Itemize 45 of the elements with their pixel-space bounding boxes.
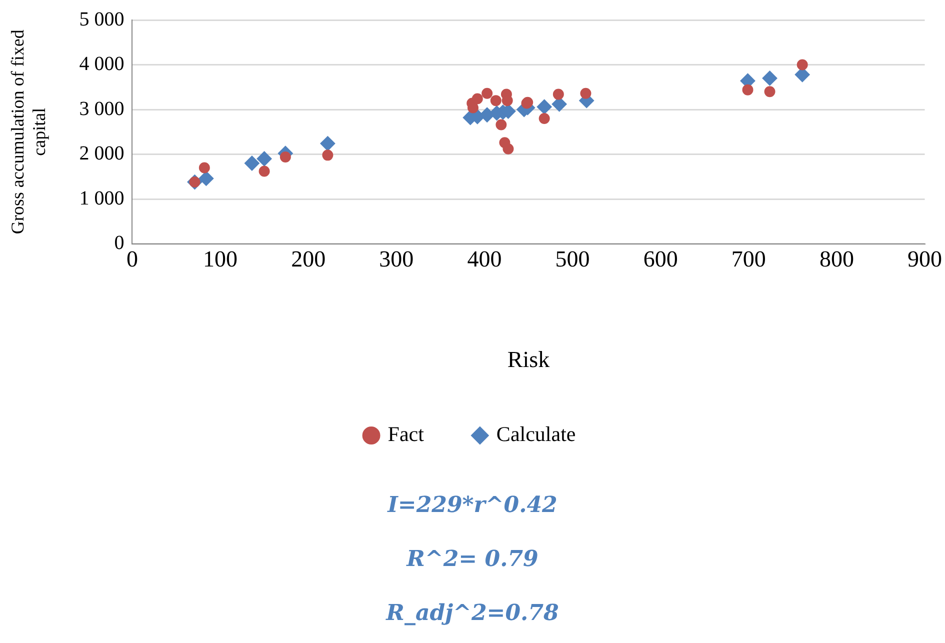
point	[258, 166, 270, 177]
y-tick-label: 4 000	[79, 53, 124, 76]
point	[552, 96, 567, 112]
point	[502, 95, 513, 106]
point	[538, 112, 550, 124]
x-tick-label: 700	[731, 246, 766, 272]
point	[742, 84, 754, 96]
point	[322, 150, 334, 161]
point	[472, 93, 483, 104]
x-tick-label: 600	[643, 246, 678, 272]
x-tick-label: 200	[291, 246, 326, 272]
x-axis-title: Risk	[507, 347, 550, 372]
point	[244, 156, 260, 171]
legend-label: Calculate	[496, 422, 576, 446]
text: I=229*r^0.42	[386, 491, 558, 520]
point	[482, 88, 493, 99]
y-tick-label: 1 000	[79, 187, 124, 210]
point	[764, 86, 776, 98]
point	[762, 70, 778, 86]
point	[198, 170, 214, 186]
legend-label: Fact	[388, 422, 424, 446]
x-tick-label: 100	[203, 246, 238, 272]
point	[796, 59, 808, 70]
point	[502, 143, 514, 154]
x-tick-label: 300	[379, 246, 414, 272]
point	[536, 99, 552, 114]
text: R^2= 0.79	[405, 545, 540, 574]
text: R_adj^2=0.78	[384, 599, 560, 628]
y-axis-title: Gross accumulation of fixed capital	[8, 30, 50, 234]
x-tick-label: 900	[908, 246, 942, 272]
y-tick-label: 3 000	[79, 98, 124, 120]
x-tick-label: 800	[819, 246, 854, 272]
y-tick-label: 5 000	[79, 8, 124, 30]
y-tick-label: 0	[114, 232, 124, 254]
point	[280, 151, 291, 162]
x-tick-label: 500	[555, 246, 590, 272]
point	[256, 151, 272, 166]
point	[496, 119, 507, 130]
point	[198, 162, 210, 174]
point	[490, 95, 502, 106]
point	[580, 88, 592, 99]
point	[320, 136, 336, 152]
point	[552, 88, 564, 100]
y-tick-label: 2 000	[79, 142, 124, 165]
x-tick-label: 400	[467, 246, 502, 272]
